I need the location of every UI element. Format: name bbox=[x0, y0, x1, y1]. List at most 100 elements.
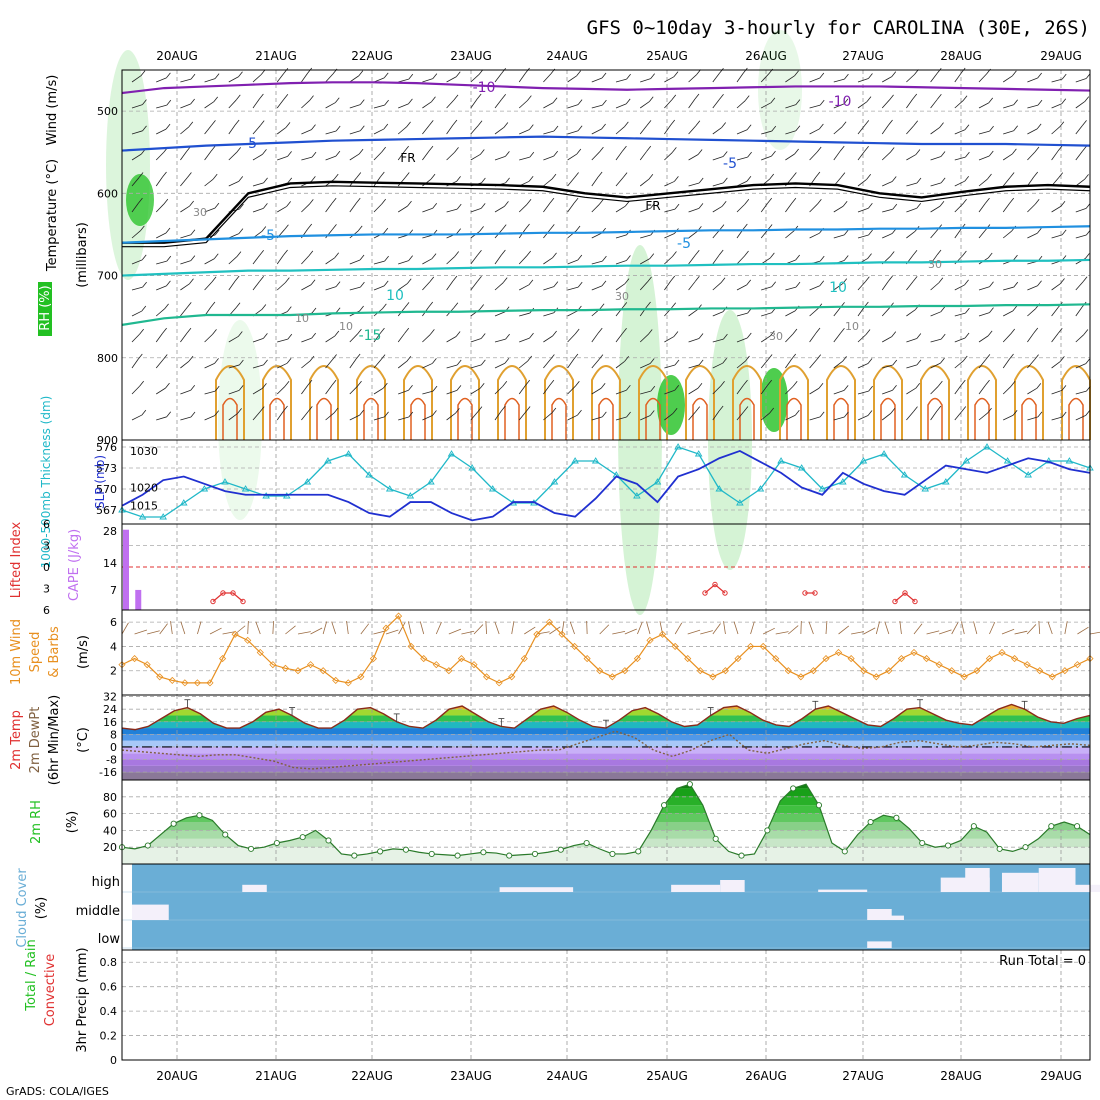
wind-barb bbox=[1027, 359, 1035, 369]
wind-barb bbox=[1075, 334, 1085, 343]
wind-barb bbox=[283, 68, 289, 74]
wind-barb bbox=[930, 282, 940, 291]
wind-barb bbox=[470, 364, 482, 369]
lifted-index-marker bbox=[220, 590, 226, 596]
wind-barb bbox=[480, 203, 486, 209]
wind-barb bbox=[1057, 327, 1063, 334]
thickness-marker bbox=[962, 457, 971, 464]
rh2m-marker bbox=[506, 852, 513, 859]
thickness-tick: 573 bbox=[96, 462, 117, 475]
wind-barb bbox=[190, 229, 196, 236]
wind-barb bbox=[577, 125, 583, 132]
wind-barb bbox=[131, 414, 143, 421]
wind-barb bbox=[479, 383, 485, 389]
wind-barb bbox=[674, 359, 680, 366]
wind10-tick: 2 bbox=[110, 665, 117, 678]
wind-barb bbox=[978, 130, 990, 135]
wind-barb bbox=[694, 93, 700, 100]
wind-barb bbox=[664, 256, 673, 265]
warm-contour bbox=[826, 365, 856, 440]
wind-barb bbox=[965, 151, 970, 158]
wind-barb bbox=[1057, 145, 1063, 152]
wind-barb bbox=[166, 72, 171, 79]
rh2m-marker bbox=[738, 852, 745, 859]
wind-barb bbox=[915, 149, 921, 155]
thickness-marker bbox=[880, 450, 888, 457]
wind-barb bbox=[238, 71, 243, 78]
wind-barb bbox=[615, 389, 627, 395]
wind-barb bbox=[358, 148, 364, 155]
wind-barb bbox=[452, 119, 458, 126]
wind-barb bbox=[890, 408, 896, 414]
wind-barb bbox=[252, 182, 264, 187]
rh-shading bbox=[657, 375, 685, 435]
wind10-axis-label: 10m Wind bbox=[9, 619, 24, 685]
wind-barb bbox=[719, 94, 724, 100]
wind-barb bbox=[239, 203, 244, 210]
wind-barb bbox=[398, 78, 409, 83]
lifted-index-series bbox=[704, 583, 726, 594]
wind-barb bbox=[252, 125, 261, 135]
wind-barb bbox=[431, 96, 436, 103]
wind-barb bbox=[767, 224, 773, 230]
wind-barb bbox=[736, 180, 748, 187]
wind-barb bbox=[567, 259, 578, 265]
wind-barb bbox=[567, 177, 575, 187]
wind-barb bbox=[978, 155, 990, 161]
wind-barb bbox=[162, 354, 168, 360]
wind-barb bbox=[857, 101, 868, 109]
wind-barb bbox=[446, 364, 458, 369]
wind-barb bbox=[236, 147, 241, 153]
wind-barb bbox=[672, 251, 677, 257]
wind-barb bbox=[301, 411, 309, 421]
wind-barb bbox=[446, 76, 457, 83]
wind-barb bbox=[591, 332, 599, 343]
wind10-marker bbox=[872, 673, 880, 681]
wind-barb bbox=[456, 203, 462, 210]
thickness-tick: 570 bbox=[96, 483, 117, 496]
wind-barb bbox=[882, 181, 893, 187]
wind-barb bbox=[286, 358, 292, 364]
wind-barb bbox=[712, 254, 720, 265]
wind-barb bbox=[881, 152, 891, 161]
wind-barb bbox=[1059, 121, 1065, 127]
wind-barb bbox=[276, 410, 284, 421]
wind-barb bbox=[180, 177, 188, 187]
wind-barb bbox=[131, 259, 143, 265]
wind10-barb bbox=[407, 621, 412, 635]
wind-barb bbox=[204, 101, 214, 109]
high-cloud-block bbox=[1075, 884, 1100, 892]
wind10-marker bbox=[734, 655, 742, 663]
wind-barb bbox=[1060, 278, 1065, 284]
wind-barb bbox=[428, 145, 434, 152]
wind-barb bbox=[930, 127, 940, 135]
wind-barb bbox=[373, 151, 382, 161]
wind-barb bbox=[252, 98, 260, 109]
wind-barb bbox=[131, 130, 143, 135]
wind-barb bbox=[1051, 389, 1063, 395]
wind-barb bbox=[891, 176, 897, 182]
wind-barb bbox=[840, 172, 846, 178]
wind10-marker bbox=[319, 667, 327, 675]
wind-barb bbox=[456, 176, 461, 182]
wind-barb bbox=[857, 281, 866, 291]
wind10-marker bbox=[131, 655, 139, 663]
wind-barb bbox=[865, 276, 870, 283]
wind-barb bbox=[912, 276, 918, 282]
wind-barb bbox=[140, 70, 146, 76]
wind10-marker bbox=[357, 673, 365, 681]
wind-barb bbox=[408, 411, 414, 418]
wind-barb bbox=[719, 224, 725, 230]
wind-barb bbox=[502, 277, 508, 283]
rh2m-marker bbox=[196, 812, 203, 819]
wind-barb bbox=[881, 99, 890, 109]
wind-barb bbox=[156, 128, 167, 135]
wind-barb bbox=[310, 279, 316, 286]
top-date-label: 25AUG bbox=[646, 49, 688, 63]
wind-barb bbox=[712, 338, 724, 343]
wind-barb bbox=[501, 68, 506, 74]
pressure-tick: 500 bbox=[97, 105, 118, 118]
wind-barb bbox=[284, 224, 289, 230]
wind-barb bbox=[276, 127, 287, 135]
wind-barb bbox=[380, 327, 385, 334]
